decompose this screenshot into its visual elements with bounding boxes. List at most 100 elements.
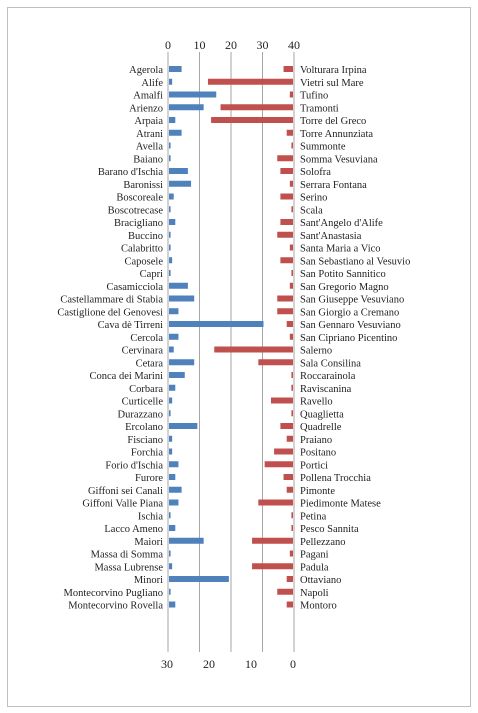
bar-left [169,474,176,480]
bar-right [270,397,293,404]
category-label-left: Boscoreale [116,193,163,204]
bar-left [169,372,185,378]
category-label-left: Cetara [136,358,164,369]
bar-right [207,78,293,85]
bottom-tick-label: 0 [290,657,296,671]
category-label-left: Furore [135,473,163,484]
category-label-right: San Sebastiano al Vesuvio [300,256,410,267]
bar-right [220,104,293,111]
category-label-right: Quadrelle [300,422,342,433]
category-label-left: Calabritto [121,244,163,255]
category-label-left: Giffoni sei Canali [88,486,163,497]
category-label-right: Solofra [300,167,331,178]
bar-right [289,282,293,289]
category-label-left: Baiano [133,154,163,165]
category-label-right: Pesco Sannita [300,524,359,535]
bar-left [169,512,171,519]
top-tick-label: 40 [288,38,300,52]
bar-left [169,142,171,149]
category-label-left: Amalfi [133,91,163,102]
chart-frame: 0 10 20 30 40 30 20 10 0 Agerola Alife Amalfi Arienz… [7,7,471,707]
bar-left [169,576,229,582]
category-label-right: Somma Vesuviana [300,154,378,165]
category-label-left: Boscotrecase [108,205,164,216]
category-label-right: Volturara Irpina [300,65,367,76]
bar-left [169,423,198,429]
bar-left [169,66,182,72]
category-label-right: Roccarainola [300,371,356,382]
category-label-left: Montecorvino Pugliano [64,588,163,599]
category-label-left: Massa di Somma [91,550,164,561]
bar-right [280,193,293,200]
bar-left [169,257,173,264]
bar-left [169,601,176,608]
category-label-left: Massa Lubrense [94,562,163,573]
category-label-right: Pimonte [300,486,335,497]
category-label-right: Sant'Anastasia [300,231,362,242]
category-label-left: Forio d'Ischia [105,460,163,471]
bottom-tick-label: 30 [161,657,173,671]
category-label-left: Casamicciola [106,282,163,293]
category-label-right: San Giorgio a Cremano [300,307,399,318]
bar-right [286,321,293,327]
category-label-left: Alife [141,78,163,89]
bar-left [169,410,171,417]
bar-right [277,308,293,315]
category-label-left: Ischia [138,511,163,522]
bar-right [258,359,293,366]
category-label-right: Torre del Greco [300,116,366,127]
category-label-right: Pollena Trocchia [300,473,371,484]
bar-left [169,129,182,136]
bar-right [280,257,293,264]
category-label-right: Raviscanina [300,384,352,395]
category-label-right: San Gregorio Magno [300,282,389,293]
bar-right [280,423,293,429]
category-label-left: Curticelle [122,397,164,408]
category-label-right: San Cipriano Picentino [300,333,397,344]
category-label-left: Maiori [134,537,163,548]
category-label-right: Petina [300,511,327,522]
category-label-right: San Giuseppe Vesuviano [300,295,404,306]
bar-left [169,219,176,225]
bar-left [169,78,173,85]
butterfly-bar-chart: 0 10 20 30 40 30 20 10 0 Agerola Alife AmalfiArienz… [57,38,410,671]
category-label-right: Santa Maria a Vico [300,244,381,255]
bar-left [169,537,204,544]
category-label-left: Forchia [131,448,163,459]
category-label-right: Piedimonte Matese [300,499,381,510]
category-label-left: Ercolano [125,422,163,433]
category-label-right: Sala Consilina [300,358,361,369]
bar-right [252,563,293,570]
bar-left [169,282,188,289]
bar-right [289,91,293,98]
bar-right [252,537,293,544]
category-label-right: Torre Annunziata [300,129,373,140]
bar-right [291,142,293,149]
category-label-right: San Potito Sannitico [300,269,386,280]
bar-right [291,512,293,519]
category-label-right: Salerno [300,346,332,357]
category-label-right: Sant'Angelo d'Alife [300,218,383,229]
bar-left [169,397,173,404]
category-label-right: Pagani [300,550,329,561]
bar-right [283,474,293,480]
bar-left [169,346,174,353]
category-label-right: Praiano [300,435,332,446]
bar-left [169,91,217,98]
category-label-left: Cava dè Tirreni [98,320,163,331]
category-label-left: Montecorvino Rovella [68,601,163,612]
category-label-right: Padula [300,562,329,573]
bar-right [286,576,293,582]
bar-right [291,384,293,391]
bar-left [169,321,264,327]
bar-right [286,601,293,608]
category-label-left: Corbara [129,384,163,395]
bar-right [291,525,293,531]
bar-right [214,346,293,353]
bar-left [169,563,173,570]
category-label-right: Tramonti [300,103,339,114]
bar-left [169,461,179,468]
bar-right [291,270,293,276]
bar-left [169,231,171,238]
bar-right [286,435,293,442]
